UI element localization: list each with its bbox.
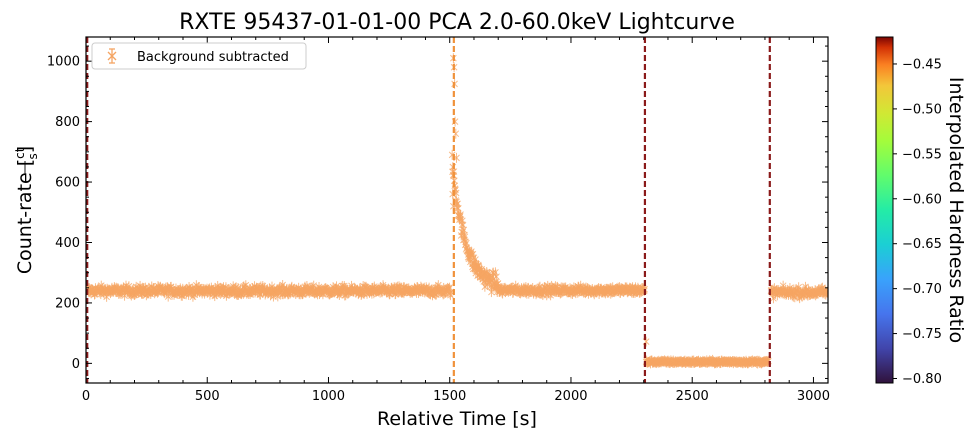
legend-marker	[107, 48, 117, 64]
colorbar-ticks: −0.45 −0.50 −0.55 −0.60 −0.65 −0.70 −0.75 −0.80	[893, 57, 942, 387]
y-axis-label-unit-den: s	[26, 153, 40, 159]
x-tick-label: 1000	[312, 389, 345, 404]
x-tick-label: 500	[195, 389, 220, 404]
x-tick-label: 1500	[433, 389, 466, 404]
legend-box	[91, 42, 307, 70]
colorbar-tick-label: −0.55	[902, 147, 942, 162]
y-tick-label: 800	[55, 115, 80, 130]
y-axis-label-prefix: Count-rate [	[14, 159, 36, 274]
axis-ticks: 0 500 1000 1500 2000 2500 3000 0 200 400 600 800 100…	[47, 37, 830, 404]
colorbar-tick-label: −0.80	[902, 372, 942, 387]
y-tick-label: 600	[55, 176, 80, 191]
colorbar-tick-label: −0.50	[902, 102, 942, 117]
colorbar-tick-label: −0.60	[902, 192, 942, 207]
data-point	[493, 271, 500, 282]
y-tick-label: 0	[72, 357, 80, 372]
y-tick-label: 200	[55, 296, 80, 311]
legend: Background subtracted	[91, 42, 307, 70]
legend-label: Background subtracted	[137, 50, 289, 65]
y-axis-label-suffix: ]	[14, 146, 36, 153]
x-tick-label: 2000	[554, 389, 587, 404]
colorbar	[875, 36, 894, 384]
colorbar-label: Interpolated Hardness Ratio	[945, 77, 967, 343]
x-axis-label: Relative Time [s]	[377, 408, 537, 430]
y-tick-label: 400	[55, 236, 80, 251]
x-tick-label: 0	[82, 389, 90, 404]
colorbar-tick-label: −0.65	[902, 237, 942, 252]
chart-title: RXTE 95437-01-01-00 PCA 2.0-60.0keV Ligh…	[179, 10, 735, 35]
x-tick-label: 3000	[797, 389, 830, 404]
y-axis-label-unit-num: ct	[13, 147, 27, 159]
colorbar-tick-label: −0.75	[902, 327, 942, 342]
y-axis-label: Count-rate [cts]	[13, 146, 40, 274]
x-tick-label: 2500	[676, 389, 709, 404]
event-lines	[86, 37, 771, 383]
plot-frame	[85, 36, 829, 384]
colorbar-tick-label: −0.45	[902, 57, 942, 72]
colorbar-tick-label: −0.70	[902, 282, 942, 297]
data-points	[86, 53, 828, 369]
y-tick-label: 1000	[47, 55, 80, 70]
